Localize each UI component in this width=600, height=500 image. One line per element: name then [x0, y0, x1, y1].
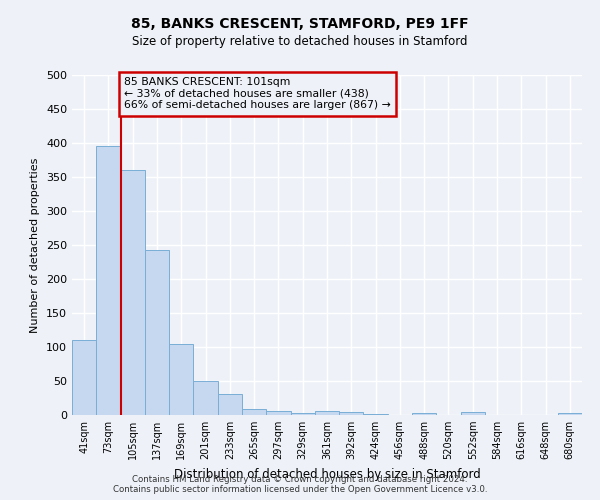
Bar [364, 414, 388, 415]
Bar [145, 250, 169, 415]
Bar [290, 413, 315, 415]
Bar [315, 411, 339, 415]
Bar [121, 170, 145, 415]
Bar [218, 394, 242, 415]
Text: 85, BANKS CRESCENT, STAMFORD, PE9 1FF: 85, BANKS CRESCENT, STAMFORD, PE9 1FF [131, 18, 469, 32]
Bar [96, 146, 121, 415]
Bar [193, 381, 218, 415]
Bar [242, 409, 266, 415]
Y-axis label: Number of detached properties: Number of detached properties [31, 158, 40, 332]
Bar [169, 344, 193, 415]
Text: 85 BANKS CRESCENT: 101sqm
← 33% of detached houses are smaller (438)
66% of semi: 85 BANKS CRESCENT: 101sqm ← 33% of detac… [124, 77, 391, 110]
Bar [72, 340, 96, 415]
X-axis label: Distribution of detached houses by size in Stamford: Distribution of detached houses by size … [173, 468, 481, 480]
Bar [339, 412, 364, 415]
Bar [412, 413, 436, 415]
Bar [266, 411, 290, 415]
Text: Contains HM Land Registry data © Crown copyright and database right 2024.
Contai: Contains HM Land Registry data © Crown c… [113, 474, 487, 494]
Bar [461, 412, 485, 415]
Bar [558, 413, 582, 415]
Text: Size of property relative to detached houses in Stamford: Size of property relative to detached ho… [132, 35, 468, 48]
